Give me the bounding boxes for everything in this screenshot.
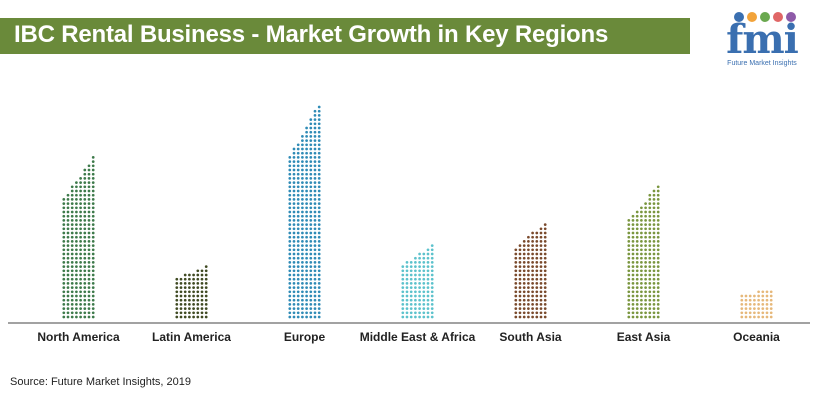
logo-dot: [786, 12, 796, 22]
x-tick-label: Latin America: [152, 330, 231, 344]
logo-dot: [734, 12, 744, 22]
x-tick-label: Europe: [284, 330, 326, 344]
source-note: Source: Future Market Insights, 2019: [10, 376, 191, 388]
bar: [401, 244, 434, 319]
logo-dot: [760, 12, 770, 22]
chart-title: IBC Rental Business - Market Growth in K…: [14, 21, 609, 48]
logo-dot: [773, 12, 783, 22]
x-tick-label: South Asia: [499, 330, 562, 344]
bar: [62, 156, 95, 319]
logo-dot: [747, 12, 757, 22]
x-tick-label: Middle East & Africa: [360, 330, 476, 344]
bar: [740, 290, 773, 319]
x-tick-label: North America: [37, 330, 120, 344]
title-banner: IBC Rental Business - Market Growth in K…: [0, 18, 690, 54]
x-tick-label: Oceania: [733, 330, 780, 344]
logo-subtitle: Future Market Insights: [727, 60, 797, 67]
bar: [175, 265, 208, 319]
fmi-logo: fmi Future Market Insights: [716, 10, 808, 70]
bar: [627, 185, 660, 319]
logo-dots: [724, 10, 804, 24]
bar: [288, 105, 321, 319]
x-tick-label: East Asia: [617, 330, 671, 344]
logo-wordmark: fmi: [726, 16, 799, 63]
bar: [514, 223, 547, 319]
